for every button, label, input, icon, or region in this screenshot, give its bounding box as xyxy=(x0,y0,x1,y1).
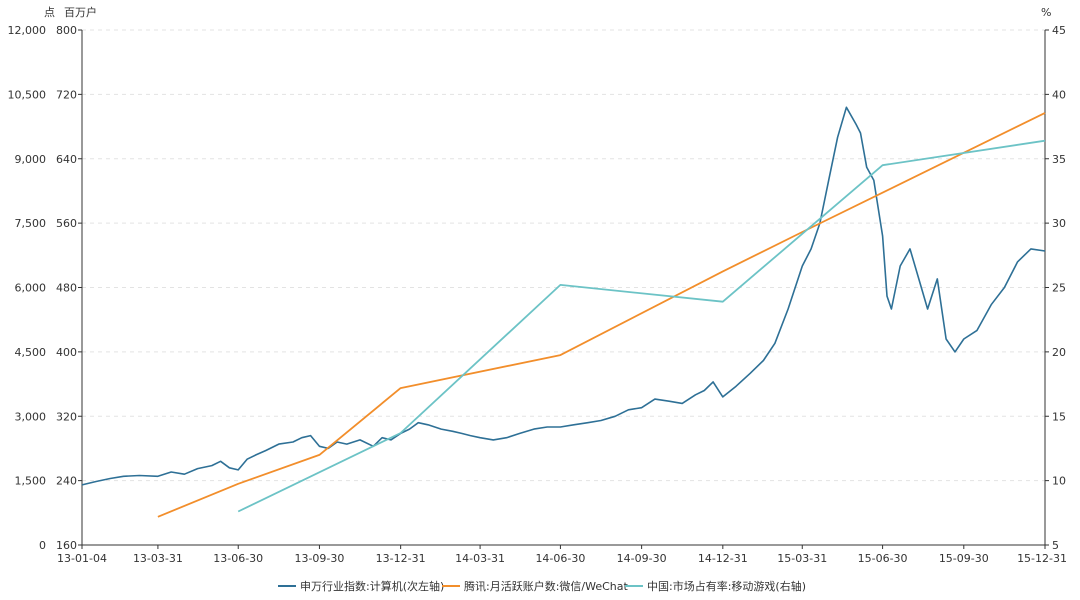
x-tick-label: 15-06-30 xyxy=(858,552,908,565)
x-tick-label: 15-12-31 xyxy=(1017,552,1067,565)
x-tick-label: 13-09-30 xyxy=(294,552,344,565)
left-outer-tick-label: 1,500 xyxy=(15,475,47,488)
left-outer-unit: 点 xyxy=(44,6,55,19)
left-inner-tick-label: 800 xyxy=(56,24,77,37)
legend-label: 申万行业指数:计算机(次左轴) xyxy=(300,579,444,593)
x-tick-label: 13-12-31 xyxy=(376,552,426,565)
legend-label: 中国:市场占有率:移动游戏(右轴) xyxy=(647,579,806,593)
left-outer-tick-label: 12,000 xyxy=(8,24,47,37)
left-inner-tick-label: 160 xyxy=(56,539,77,552)
left-inner-tick-label: 640 xyxy=(56,153,77,166)
left-outer-tick-label: 9,000 xyxy=(15,153,47,166)
x-tick-label: 14-12-31 xyxy=(698,552,748,565)
right-unit: % xyxy=(1041,6,1051,19)
x-tick-label: 13-06-30 xyxy=(213,552,263,565)
x-tick-label: 15-03-31 xyxy=(777,552,827,565)
left-inner-tick-label: 480 xyxy=(56,282,77,295)
left-inner-tick-label: 720 xyxy=(56,88,77,101)
left-inner-tick-label: 400 xyxy=(56,346,77,359)
left-inner-tick-label: 320 xyxy=(56,410,77,423)
right-tick-label: 40 xyxy=(1052,88,1066,101)
right-tick-label: 10 xyxy=(1052,475,1066,488)
grid-lines xyxy=(82,29,1045,482)
right-tick-label: 30 xyxy=(1052,217,1066,230)
x-tick-label: 14-09-30 xyxy=(617,552,667,565)
right-tick-label: 5 xyxy=(1052,539,1059,552)
left-outer-tick-label: 4,500 xyxy=(15,346,47,359)
right-tick-label: 25 xyxy=(1052,282,1066,295)
left-outer-tick-label: 6,000 xyxy=(15,282,47,295)
left-inner-tick-label: 560 xyxy=(56,217,77,230)
axis-ticks: 0 160 5 1,500 240 10 3,000 320 15 4,500 400 20 6,000… xyxy=(8,24,1068,565)
left-outer-tick-label: 0 xyxy=(39,539,46,552)
left-outer-tick-label: 3,000 xyxy=(15,410,47,423)
series-line-3 xyxy=(237,139,1046,513)
x-tick-label: 15-09-30 xyxy=(939,552,989,565)
series-line-1 xyxy=(81,106,1046,486)
right-tick-label: 35 xyxy=(1052,153,1066,166)
series xyxy=(81,106,1046,518)
x-tick-label: 13-03-31 xyxy=(133,552,183,565)
right-tick-label: 20 xyxy=(1052,346,1066,359)
left-inner-unit: 百万户 xyxy=(64,5,97,19)
left-outer-tick-label: 7,500 xyxy=(15,217,47,230)
legend: 申万行业指数:计算机(次左轴) 腾讯:月活跃账户数:微信/WeChat 中国:市场占… xyxy=(278,579,806,593)
x-tick-label: 14-03-31 xyxy=(455,552,505,565)
right-tick-label: 45 xyxy=(1052,24,1066,37)
left-outer-tick-label: 10,500 xyxy=(8,88,47,101)
x-tick-label: 14-06-30 xyxy=(535,552,585,565)
x-tick-label: 13-01-04 xyxy=(57,552,107,565)
right-tick-label: 15 xyxy=(1052,410,1066,423)
left-inner-tick-label: 240 xyxy=(56,475,77,488)
series-line-2 xyxy=(157,112,1046,518)
legend-label: 腾讯:月活跃账户数:微信/WeChat xyxy=(464,579,629,593)
